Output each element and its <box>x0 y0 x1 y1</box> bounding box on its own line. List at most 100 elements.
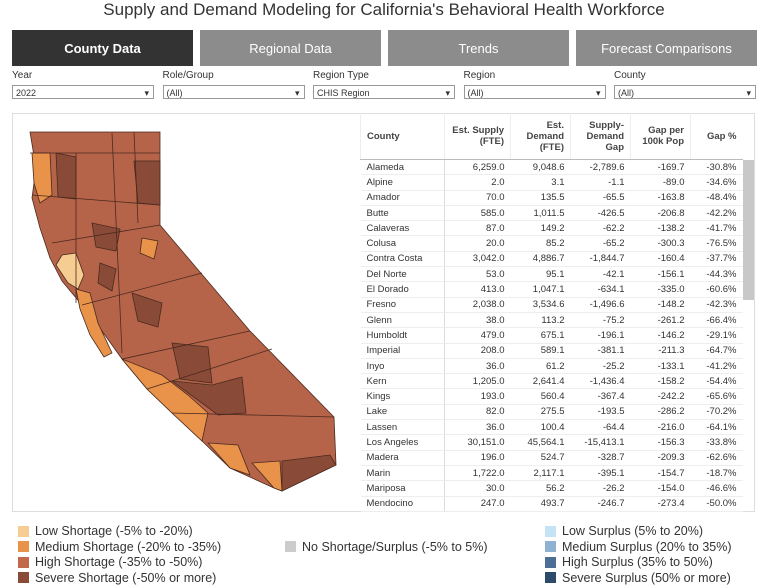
filter-label: County <box>614 70 646 81</box>
value-cell: 85.2 <box>510 235 571 252</box>
value-cell: -42.3% <box>690 297 743 313</box>
value-cell: 479.0 <box>444 327 511 344</box>
table-row: Alameda 6,259.0 9,048.6 -2,789.6 -169.7 -30.8… <box>360 159 743 176</box>
value-cell: -41.2% <box>690 358 743 375</box>
legend-label: Severe Shortage (-50% or more) <box>35 570 217 585</box>
table-row: Madera 196.0 524.7 -328.7 -209.3 -62.6% <box>360 450 743 466</box>
legend-swatch <box>18 572 29 583</box>
legend-label: High Surplus (35% to 50%) <box>562 555 713 569</box>
value-cell: -246.7 <box>570 496 631 512</box>
value-cell: -48.4% <box>690 190 743 206</box>
value-cell: -26.2 <box>570 480 631 497</box>
scrollbar[interactable] <box>743 160 754 300</box>
tab[interactable]: Trends <box>388 30 569 66</box>
value-cell: -33.8% <box>690 434 743 451</box>
filter-dropdown[interactable]: (All) <box>614 85 756 100</box>
filter-dropdown[interactable]: (All) <box>463 85 606 100</box>
table-row: Mendocino 247.0 493.7 -246.7 -273.4 -50.0% <box>360 496 743 512</box>
table-row: Del Norte 53.0 95.1 -42.1 -156.1 -44.3% <box>360 266 743 283</box>
value-cell: 87.0 <box>444 220 511 237</box>
legend-item: No Shortage/Surplus (-5% to 5%) <box>285 540 488 554</box>
column-header[interactable]: Gap % <box>690 113 743 160</box>
table-row: Lake 82.0 275.5 -193.5 -286.2 -70.2% <box>360 404 743 421</box>
county-table: County Est. Supply (FTE) Est. Demand (FTE)… <box>360 113 743 512</box>
value-cell: 208.0 <box>444 343 511 359</box>
value-cell: -211.3 <box>630 343 691 359</box>
table-row: Colusa 20.0 85.2 -65.2 -300.3 -76.5% <box>360 235 743 252</box>
county-cell: Contra Costa <box>360 251 445 268</box>
value-cell: -261.2 <box>630 312 691 329</box>
table-row: Alpine 2.0 3.1 -1.1 -89.0 -34.6% <box>360 174 743 191</box>
tab[interactable]: Regional Data <box>200 30 381 66</box>
legend-item: Severe Surplus (50% or more) <box>545 571 731 585</box>
column-header[interactable]: Est. Supply (FTE) <box>444 113 511 160</box>
table-row: Marin 1,722.0 2,117.1 -395.1 -154.7 -18.7% <box>360 465 743 482</box>
county-cell: Marin <box>360 465 445 482</box>
value-cell: 135.5 <box>510 190 571 206</box>
tab[interactable]: Forecast Comparisons <box>576 30 757 66</box>
value-cell: -426.5 <box>570 205 631 222</box>
value-cell: 70.0 <box>444 190 511 206</box>
filter-dropdown[interactable]: CHIS Region <box>313 85 455 100</box>
title: Supply and Demand Modeling for Californi… <box>103 0 665 19</box>
county-shape <box>139 237 159 260</box>
value-cell: 82.0 <box>444 404 511 421</box>
county-cell: Madera <box>360 450 445 466</box>
value-cell: -65.5 <box>570 190 631 206</box>
filter-label: Year <box>12 70 33 81</box>
value-cell: 6,259.0 <box>444 159 511 176</box>
value-cell: 100.4 <box>510 419 571 436</box>
value-cell: -15,413.1 <box>570 434 631 451</box>
value-cell: -163.8 <box>630 190 691 206</box>
table-row: Humboldt 479.0 675.1 -196.1 -146.2 -29.1% <box>360 327 743 344</box>
column-header[interactable]: County <box>360 113 445 160</box>
value-cell: -634.1 <box>570 281 631 298</box>
value-cell: -44.3% <box>690 266 743 283</box>
value-cell: -381.1 <box>570 343 631 359</box>
legend-swatch <box>18 556 29 568</box>
county-cell: Lassen <box>360 419 445 436</box>
value-cell: -156.3 <box>630 434 691 451</box>
legend-label: Low Shortage (-5% to -20%) <box>35 524 193 538</box>
value-cell: -1.1 <box>570 174 631 191</box>
value-cell: 95.1 <box>510 266 571 283</box>
value-cell: -154.7 <box>630 465 691 482</box>
filter-dropdown[interactable]: (All) <box>162 85 305 100</box>
value-cell: -64.1% <box>690 419 743 436</box>
county-shape <box>133 160 161 206</box>
value-cell: -76.5% <box>690 235 743 252</box>
filter-label: Region <box>463 70 496 81</box>
county-cell: Kern <box>360 373 445 390</box>
filter-dropdown[interactable]: 2022 <box>12 85 154 100</box>
value-cell: 36.0 <box>444 358 511 375</box>
value-cell: 61.2 <box>510 358 571 375</box>
value-cell: 3,042.0 <box>444 251 511 268</box>
county-cell: El Dorado <box>360 281 445 298</box>
column-header[interactable]: Supply-Demand Gap <box>570 113 631 160</box>
value-cell: -65.2 <box>570 235 631 252</box>
tab[interactable]: County Data <box>12 30 193 66</box>
county-cell: Inyo <box>360 358 445 375</box>
value-cell: -37.7% <box>690 251 743 268</box>
legend-swatch <box>545 572 556 583</box>
legend-swatch <box>545 541 556 552</box>
column-header[interactable]: Est. Demand (FTE) <box>510 113 571 160</box>
value-cell: -42.1 <box>570 266 631 283</box>
legend-swatch <box>18 525 29 537</box>
value-cell: -18.7% <box>690 465 743 482</box>
value-cell: -64.7% <box>690 343 743 359</box>
legend-label: Low Surplus (5% to 20%) <box>562 524 704 538</box>
legend-label: High Shortage (-35% to -50%) <box>35 555 203 569</box>
value-cell: 560.4 <box>510 388 571 405</box>
value-cell: -34.6% <box>690 174 743 191</box>
county-cell: Del Norte <box>360 266 445 283</box>
county-cell: Colusa <box>360 235 445 252</box>
value-cell: -154.0 <box>630 480 691 497</box>
column-header[interactable]: Gap per 100k Pop <box>630 113 691 160</box>
value-cell: -1,436.4 <box>570 373 631 390</box>
table-row: Fresno 2,038.0 3,534.6 -1,496.6 -148.2 -42.3% <box>360 297 743 313</box>
county-shape <box>207 442 251 476</box>
value-cell: -42.2% <box>690 205 743 222</box>
value-cell: -62.6% <box>690 450 743 466</box>
